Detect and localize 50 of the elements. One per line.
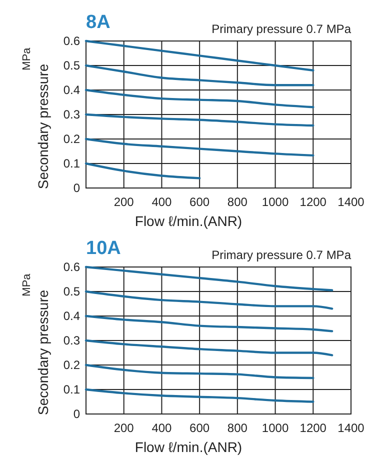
line-series [84, 339, 334, 356]
x-tick-label: 1000 [262, 421, 289, 435]
chart-title: 10A [86, 238, 122, 259]
y-tick-label: 0.5 [63, 58, 80, 72]
line-series [84, 266, 334, 292]
line-series [84, 64, 314, 86]
y-tick-label: 0.4 [63, 309, 80, 323]
x-tick-label: 200 [114, 195, 134, 209]
chart-subtitle: Primary pressure 0.7 MPa [212, 248, 352, 262]
y-tick-label: 0 [73, 181, 80, 195]
line-series [84, 162, 201, 180]
x-tick-label: 400 [152, 195, 172, 209]
chart-title: 8A [86, 12, 111, 33]
x-tick-label: 1200 [300, 421, 327, 435]
text: MPa [21, 46, 33, 70]
text: MPa [21, 272, 33, 296]
y-tick-label: 0.2 [63, 132, 80, 146]
y-tick-label: 0 [73, 407, 80, 421]
line-series [84, 290, 334, 310]
x-tick-label: 800 [227, 421, 248, 435]
x-tick-label: 1400 [338, 195, 365, 209]
y-tick-label: 0.2 [63, 358, 80, 372]
y-axis-title: Secondary pressure [35, 290, 51, 416]
x-axis-title: Flow ℓ/min.(ANR) [134, 439, 242, 455]
x-tick-label: 1400 [338, 421, 365, 435]
chart-subtitle: Primary pressure 0.7 MPa [212, 22, 352, 36]
line-series [84, 88, 314, 108]
line-series [84, 388, 314, 403]
y-tick-label: 0.3 [63, 334, 80, 348]
y-tick-label: 0.4 [63, 83, 80, 97]
line-series [84, 314, 334, 332]
y-tick-label: 0.6 [63, 260, 80, 274]
line-series [84, 113, 314, 127]
y-tick-label: 0.1 [63, 382, 80, 396]
y-axis-title: Secondary pressure [35, 64, 51, 190]
line-series [84, 40, 314, 72]
x-tick-label: 200 [114, 421, 134, 435]
x-axis-title: Flow ℓ/min.(ANR) [134, 213, 242, 229]
x-tick-label: 1000 [262, 195, 289, 209]
x-tick-label: 600 [190, 195, 210, 209]
y-tick-label: 0.5 [63, 284, 80, 298]
y-tick-label: 0.3 [63, 108, 80, 122]
x-tick-label: 1200 [300, 195, 327, 209]
y-tick-label: 0.6 [63, 34, 80, 48]
y-tick-label: 0.1 [63, 156, 80, 170]
x-tick-label: 600 [190, 421, 210, 435]
x-tick-label: 400 [152, 421, 172, 435]
line-series [84, 364, 314, 380]
x-tick-label: 800 [227, 195, 248, 209]
line-series [84, 138, 314, 157]
